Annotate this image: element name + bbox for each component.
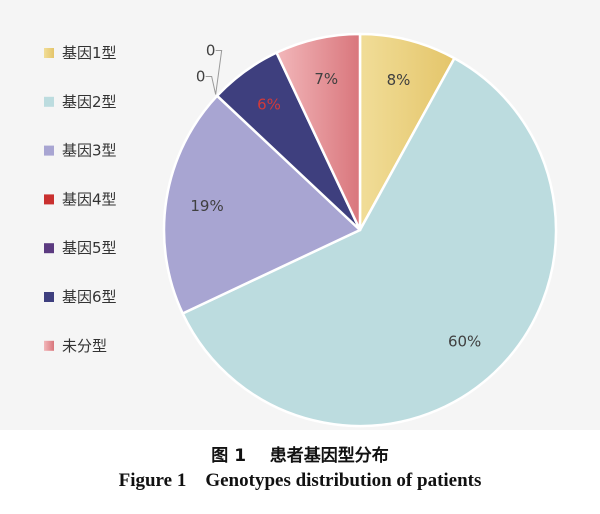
figure-caption-chinese: 图 1 患者基因型分布	[211, 446, 389, 466]
slice-7-legend-label: 未分型	[62, 337, 107, 355]
slice-3-legend-label: 基因3型	[62, 142, 117, 160]
slice-5-legend-label: 基因5型	[62, 239, 117, 257]
slice-2-value-label: 60%	[448, 332, 481, 350]
slice-5-value-label: 0	[206, 41, 216, 59]
slice-4-legend-label: 基因4型	[62, 190, 117, 208]
slice-3-wedge	[162, 94, 362, 315]
slice-6-legend-swatch	[44, 292, 54, 302]
slice-2-legend-swatch	[44, 96, 54, 107]
slice-4-legend-swatch	[44, 194, 54, 205]
slice-4-value-label: 0	[196, 67, 206, 85]
slice-1-value-label: 8%	[387, 71, 411, 89]
slice-2-wedge	[181, 56, 558, 428]
slice-5-leader-line	[215, 49, 223, 95]
pie-chart: 8% 60% 19% 00 6% 7% 基因1型基因2型基因3型基因4型基因5型基因6型未…	[44, 32, 558, 428]
slice-3-legend-swatch	[44, 145, 54, 156]
slice-6-legend-label: 基因6型	[62, 288, 117, 306]
slice-7-legend-swatch	[44, 340, 54, 351]
slice-1-legend-label: 基因1型	[62, 44, 117, 62]
slice-3-value-label: 19%	[190, 197, 223, 215]
slice-2-legend-label: 基因2型	[62, 93, 117, 111]
slice-5-legend-swatch	[44, 243, 54, 254]
slice-4-leader-line	[205, 75, 217, 95]
slice-6-value-label: 6%	[257, 96, 281, 114]
slice-7-value-label: 7%	[314, 70, 338, 88]
slice-7-wedge	[275, 32, 362, 232]
figure-caption-english: Figure 1 Genotypes distribution of patie…	[118, 470, 482, 491]
slice-1-legend-swatch	[44, 48, 54, 58]
slice-1-wedge	[358, 32, 456, 232]
figure-panel: 8% 60% 19% 0 0 6% 7% 基因1型基因2型基因3型基因4型基因5型基因6型未…	[44, 32, 558, 428]
